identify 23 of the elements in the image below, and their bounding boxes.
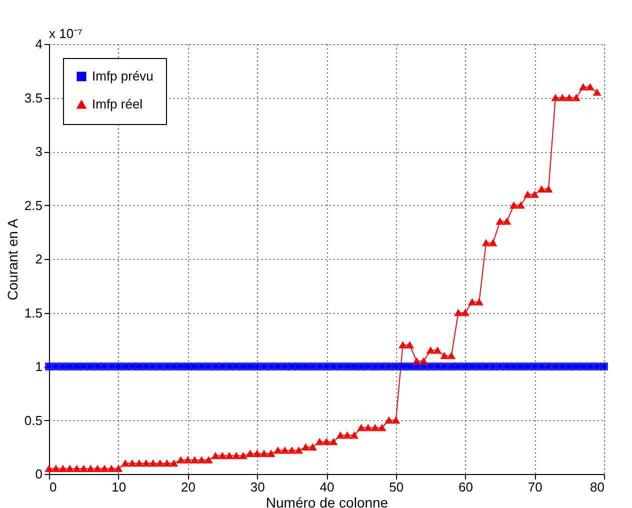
x-tick-label: 70 <box>528 480 542 494</box>
x-tick-label: 80 <box>590 480 604 494</box>
y-tick-label: 0 <box>35 466 42 482</box>
y-tick-label: 2.5 <box>24 198 42 213</box>
y-tick-label: 1.5 <box>24 305 42 320</box>
y-tick-label: 2 <box>35 252 42 266</box>
x-tick-label: 30 <box>250 480 265 494</box>
x-tick-label: 60 <box>458 480 473 494</box>
x-tick-label: 0 <box>50 480 57 494</box>
x-axis-title: Numéro de colonne <box>266 494 388 508</box>
y-tick-label: 3.5 <box>24 90 42 106</box>
legend-label: Imfp prévu <box>92 68 154 84</box>
x-tick-label: 50 <box>389 480 404 494</box>
text: x 10⁻⁷ <box>49 26 83 41</box>
legend-label: Imfp réel <box>92 96 143 112</box>
y-tick-label: 1 <box>35 359 42 374</box>
x-tick-label: 20 <box>181 480 196 494</box>
y-axis-title: Courant en A <box>4 218 20 300</box>
x-tick-label: 40 <box>320 480 334 494</box>
y-tick-label: 0.5 <box>24 412 42 428</box>
y-tick-label: 4 <box>35 36 42 52</box>
y-tick-label: 3 <box>35 144 42 159</box>
x-tick-label: 10 <box>112 480 126 494</box>
